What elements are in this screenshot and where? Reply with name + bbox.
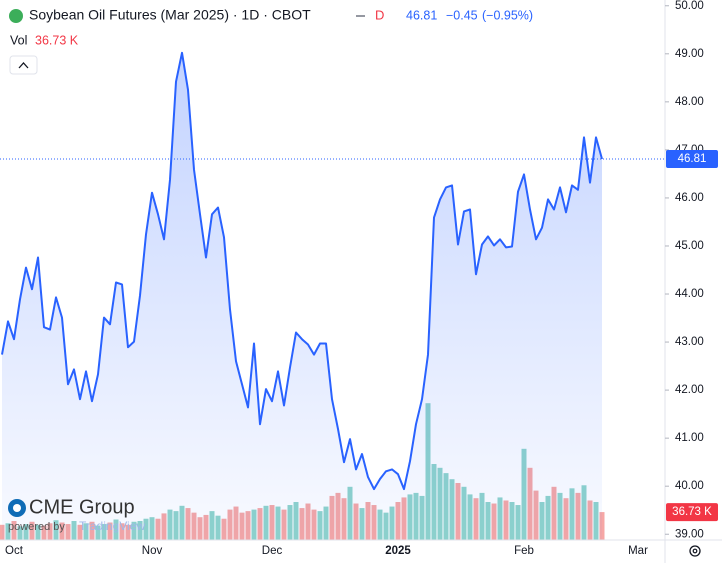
y-tick-label: 45.00 [675, 240, 704, 252]
y-tick-label: 40.00 [675, 480, 704, 492]
volume-tag [666, 503, 718, 522]
x-tick-label: Feb [514, 545, 534, 557]
dash-icon [356, 15, 365, 17]
powered-by: powered by [8, 521, 65, 533]
last-price-tag [666, 150, 718, 169]
header-price: 46.81 [406, 8, 437, 22]
x-tick-label: Nov [142, 545, 163, 557]
volume-name: Vol [10, 33, 27, 47]
header-change-pct: (−0.95%) [482, 8, 533, 22]
y-tick-label: 50.00 [675, 0, 704, 12]
y-tick-label: 49.00 [675, 48, 704, 60]
price-line [1, 51, 603, 491]
x-tick-label: Dec [262, 545, 283, 557]
y-tick-label: 48.00 [675, 96, 704, 108]
tradingview-brand: TradingView [79, 519, 145, 533]
cme-logo-text: CME Group [29, 496, 135, 518]
chart-title: Soybean Oil Futures (Mar 2025) · 1D · CB… [29, 7, 311, 23]
volume-header-value: 36.73 K [35, 33, 79, 47]
price-area [2, 52, 602, 541]
symbol-logo [9, 9, 23, 23]
x-tick-label: 2025 [385, 545, 411, 557]
volume-tag-text: 36.73 K [672, 506, 712, 518]
y-tick-label: 44.00 [675, 288, 704, 300]
plot-area [0, 51, 605, 541]
y-tick-label: 42.00 [675, 384, 704, 396]
y-tick-label: 43.00 [675, 336, 704, 348]
x-tick-label: Mar [628, 545, 648, 557]
x-tick-label: Oct [5, 545, 24, 557]
header-change: −0.45 [446, 8, 478, 22]
y-tick-label: 41.00 [675, 432, 704, 444]
y-tick-label: 39.00 [675, 528, 704, 540]
collapse-button[interactable] [9, 55, 38, 75]
settings-button[interactable] [689, 545, 701, 557]
interval-badge: D [375, 7, 384, 22]
last-price-tag-text: 46.81 [678, 153, 707, 165]
cme-logo-icon [8, 499, 26, 517]
y-tick-label: 46.00 [675, 192, 704, 204]
